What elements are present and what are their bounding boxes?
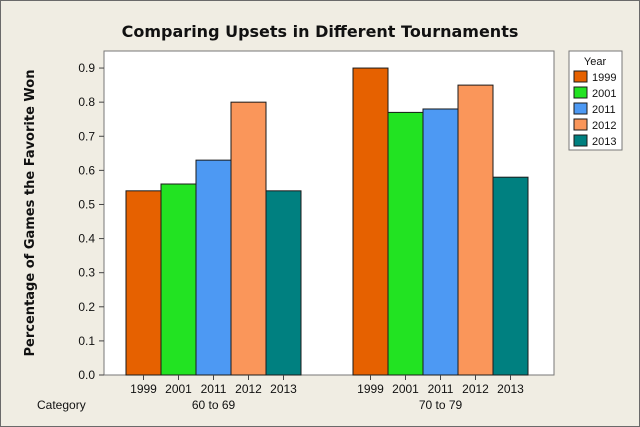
x-tick-label: 2011: [201, 382, 227, 396]
x-tick-label: 2011: [428, 382, 454, 396]
legend-swatch-2011: [573, 102, 588, 115]
y-tick-label: 0.1: [78, 334, 95, 348]
legend: Year 1999 2001 2011 2012 2013: [568, 50, 623, 151]
y-axis: 0.0 0.1 0.2 0.3 0.4 0.5 0.6 0.7 0.8 0.9: [78, 61, 104, 382]
y-tick-label: 0.6: [78, 163, 95, 177]
legend-label: 2011: [592, 104, 616, 116]
x-axis: 1999 2001 2011 2012 2013 60 to 69 1999 2001 2011…: [130, 375, 524, 412]
legend-title: Year: [584, 56, 607, 68]
legend-swatch-2001: [573, 86, 588, 99]
legend-box: [568, 50, 623, 151]
legend-swatch-2013: [573, 134, 588, 147]
bar-2001: [387, 111, 424, 376]
chart-title: Comparing Upsets in Different Tournament…: [122, 22, 519, 41]
y-tick-label: 0.8: [78, 95, 95, 109]
legend-label: 2012: [592, 120, 616, 132]
legend-swatch-2012: [573, 118, 588, 131]
x-tick-label: 1999: [357, 382, 384, 396]
bar-2001: [160, 183, 197, 376]
bar-2012: [457, 84, 494, 376]
y-tick-label: 0.9: [78, 61, 95, 75]
x-tick-label: 2001: [165, 382, 192, 396]
y-tick-label: 0.0: [78, 368, 95, 382]
x-tick-label: 2013: [497, 382, 524, 396]
x-tick-label: 2012: [235, 382, 262, 396]
y-tick-label: 0.2: [78, 300, 95, 314]
x-tick-label: 2012: [462, 382, 489, 396]
x-tick-label: 2013: [270, 382, 297, 396]
bar-2011: [422, 108, 459, 376]
bar-2013: [265, 190, 302, 376]
y-tick-label: 0.5: [78, 197, 95, 211]
group-label: 60 to 69: [192, 398, 236, 412]
y-tick-label: 0.7: [78, 129, 95, 143]
legend-label: 1999: [592, 72, 616, 84]
bar-1999: [125, 190, 162, 376]
legend-label: 2013: [592, 136, 616, 148]
y-axis-label: Percentage of Games the Favorite Won: [23, 70, 38, 357]
legend-swatch-1999: [573, 70, 588, 83]
bar-2011: [195, 159, 232, 376]
x-axis-label: Category: [37, 398, 86, 412]
bar-1999: [352, 67, 389, 376]
y-tick-label: 0.4: [78, 232, 95, 246]
bar-2013: [492, 176, 529, 376]
x-tick-label: 1999: [130, 382, 157, 396]
group-label: 70 to 79: [419, 398, 463, 412]
legend-label: 2001: [592, 88, 616, 100]
y-tick-label: 0.3: [78, 266, 95, 280]
bar-2012: [230, 101, 267, 376]
x-tick-label: 2001: [392, 382, 419, 396]
